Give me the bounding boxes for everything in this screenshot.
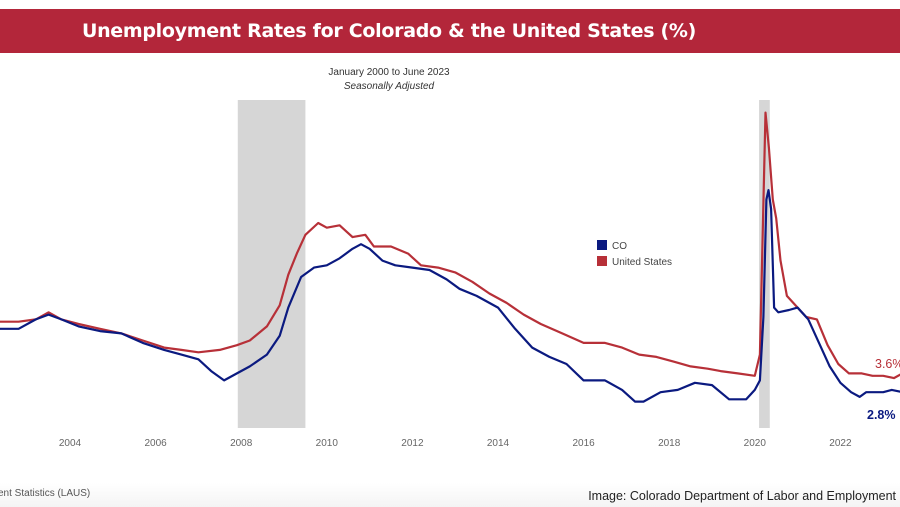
x-tick-label: 2022 <box>829 438 852 449</box>
series-line-co <box>0 189 900 403</box>
x-tick-label: 2006 <box>144 438 167 449</box>
x-tick-label: 2010 <box>316 438 339 449</box>
x-tick-label: 2018 <box>658 438 681 449</box>
x-tick-label: 2016 <box>572 438 595 449</box>
chart-title: Unemployment Rates for Colorado & the Un… <box>81 20 697 42</box>
recession-band-0 <box>237 100 306 428</box>
title-banner: Unemployment Rates for Colorado & the Un… <box>0 9 900 53</box>
legend-label-co: CO <box>612 241 627 252</box>
chart-subtitle-adjustment: Seasonally Adjusted <box>343 81 435 92</box>
x-tick-label: 2012 <box>401 438 424 449</box>
source-note: ent Statistics (LAUS) <box>0 488 91 499</box>
x-tick-label: 2020 <box>744 438 767 449</box>
x-tick-label: 2008 <box>230 438 253 449</box>
end-label-co: 2.8% <box>867 408 896 422</box>
end-label-united-states: 3.6% <box>875 357 900 371</box>
x-tick-label: 2014 <box>487 438 510 449</box>
footer-bar <box>0 483 900 507</box>
series-line-united-states <box>0 111 900 380</box>
legend-swatch-united-states <box>597 256 607 266</box>
image-credit: Image: Colorado Department of Labor and … <box>588 489 896 503</box>
x-tick-label: 2004 <box>59 438 82 449</box>
legend-label-united-states: United States <box>612 257 672 268</box>
chart-subtitle: January 2000 to June 2023 <box>328 67 450 78</box>
legend-swatch-co <box>597 240 607 250</box>
